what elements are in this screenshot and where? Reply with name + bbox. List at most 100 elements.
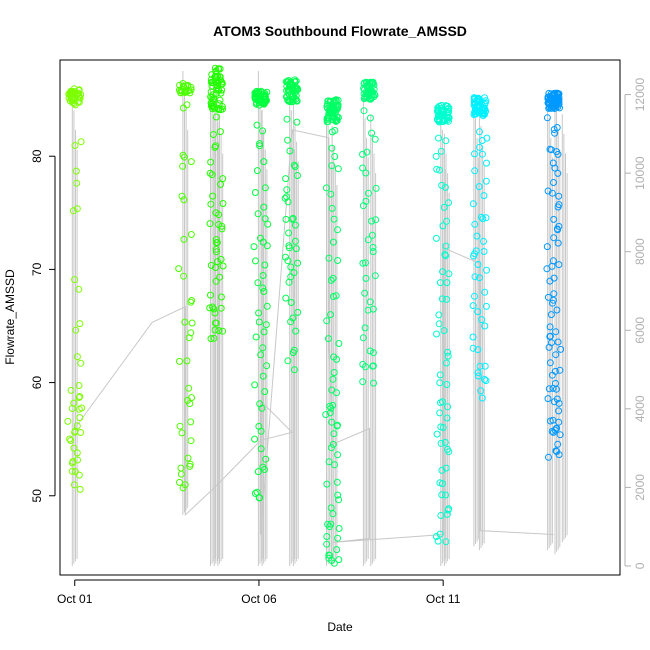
data-point bbox=[78, 404, 86, 412]
data-point bbox=[482, 214, 490, 222]
data-point bbox=[482, 302, 490, 310]
y2-tick-label: 4000 bbox=[633, 395, 647, 422]
data-point bbox=[552, 351, 560, 359]
data-point bbox=[335, 525, 343, 532]
data-point bbox=[206, 220, 214, 228]
data-point bbox=[442, 538, 450, 546]
data-point bbox=[292, 327, 300, 335]
data-point bbox=[327, 311, 334, 319]
data-point bbox=[331, 153, 339, 160]
data-point bbox=[444, 348, 452, 356]
data-point bbox=[548, 262, 556, 270]
data-point bbox=[326, 523, 334, 531]
data-point bbox=[255, 309, 263, 317]
data-point bbox=[469, 333, 477, 341]
data-point bbox=[215, 327, 223, 335]
data-point bbox=[212, 113, 220, 121]
data-point bbox=[215, 100, 223, 108]
data-point bbox=[77, 359, 85, 367]
data-point bbox=[478, 394, 486, 402]
data-point bbox=[332, 292, 340, 300]
data-point bbox=[283, 78, 291, 86]
data-point bbox=[434, 104, 442, 112]
data-point bbox=[322, 411, 330, 419]
data-point bbox=[291, 221, 299, 229]
data-point bbox=[335, 340, 343, 347]
data-point bbox=[176, 422, 184, 430]
data-point bbox=[177, 470, 185, 478]
data-point bbox=[442, 359, 450, 367]
data-point bbox=[77, 429, 85, 436]
y-tick-label: 70 bbox=[30, 262, 44, 276]
data-point bbox=[253, 121, 261, 129]
data-point bbox=[218, 86, 226, 94]
data-point bbox=[283, 115, 291, 123]
data-point bbox=[209, 131, 217, 138]
y-tick-label: 80 bbox=[30, 149, 44, 163]
data-point bbox=[282, 253, 289, 261]
data-point bbox=[188, 319, 196, 327]
data-point bbox=[334, 451, 342, 459]
data-point bbox=[556, 366, 564, 374]
data-point bbox=[432, 533, 440, 540]
data-point bbox=[211, 64, 219, 72]
data-point bbox=[471, 273, 479, 281]
data-point bbox=[476, 362, 484, 370]
data-point bbox=[333, 478, 341, 486]
data-point bbox=[68, 459, 76, 467]
data-point bbox=[251, 435, 259, 443]
data-point bbox=[478, 150, 486, 158]
data-point bbox=[76, 393, 84, 400]
data-point bbox=[208, 79, 215, 86]
data-point bbox=[329, 238, 337, 246]
data-point bbox=[253, 167, 261, 175]
data-point bbox=[71, 276, 79, 284]
data-point bbox=[544, 187, 552, 195]
data-point bbox=[75, 394, 83, 401]
data-point bbox=[548, 189, 556, 197]
data-point bbox=[436, 379, 444, 387]
data-point bbox=[549, 416, 557, 424]
data-point bbox=[435, 134, 442, 142]
data-point bbox=[323, 118, 331, 126]
data-point bbox=[73, 449, 81, 457]
data-point bbox=[330, 369, 338, 376]
data-point bbox=[284, 257, 292, 265]
data-point bbox=[433, 430, 441, 438]
data-point bbox=[261, 388, 269, 396]
data-point bbox=[256, 140, 264, 148]
data-point bbox=[553, 306, 561, 314]
data-point bbox=[207, 291, 214, 299]
data-point bbox=[335, 496, 343, 504]
data-point bbox=[287, 263, 295, 271]
data-point bbox=[438, 491, 446, 499]
data-point bbox=[212, 67, 220, 75]
data-point bbox=[75, 471, 83, 479]
data-point bbox=[546, 333, 554, 340]
data-point bbox=[287, 299, 295, 306]
data-point bbox=[260, 328, 268, 336]
data-point bbox=[334, 165, 342, 173]
data-point bbox=[442, 102, 450, 110]
data-point bbox=[474, 346, 482, 354]
data-point bbox=[178, 429, 186, 437]
data-point bbox=[251, 189, 259, 196]
data-point bbox=[72, 167, 80, 175]
data-point bbox=[251, 381, 259, 389]
data-point bbox=[73, 179, 81, 187]
data-point bbox=[181, 318, 189, 326]
data-point bbox=[187, 329, 195, 337]
data-point bbox=[437, 512, 445, 519]
data-point bbox=[328, 144, 336, 152]
data-point bbox=[261, 466, 268, 473]
data-point bbox=[557, 345, 565, 353]
data-point bbox=[285, 229, 293, 237]
data-point bbox=[254, 210, 262, 218]
data-point bbox=[283, 193, 291, 201]
data-point bbox=[328, 162, 336, 170]
data-point bbox=[210, 334, 218, 342]
data-point bbox=[438, 398, 446, 406]
data-point bbox=[359, 150, 366, 158]
data-point bbox=[481, 362, 489, 370]
data-point bbox=[478, 137, 486, 144]
